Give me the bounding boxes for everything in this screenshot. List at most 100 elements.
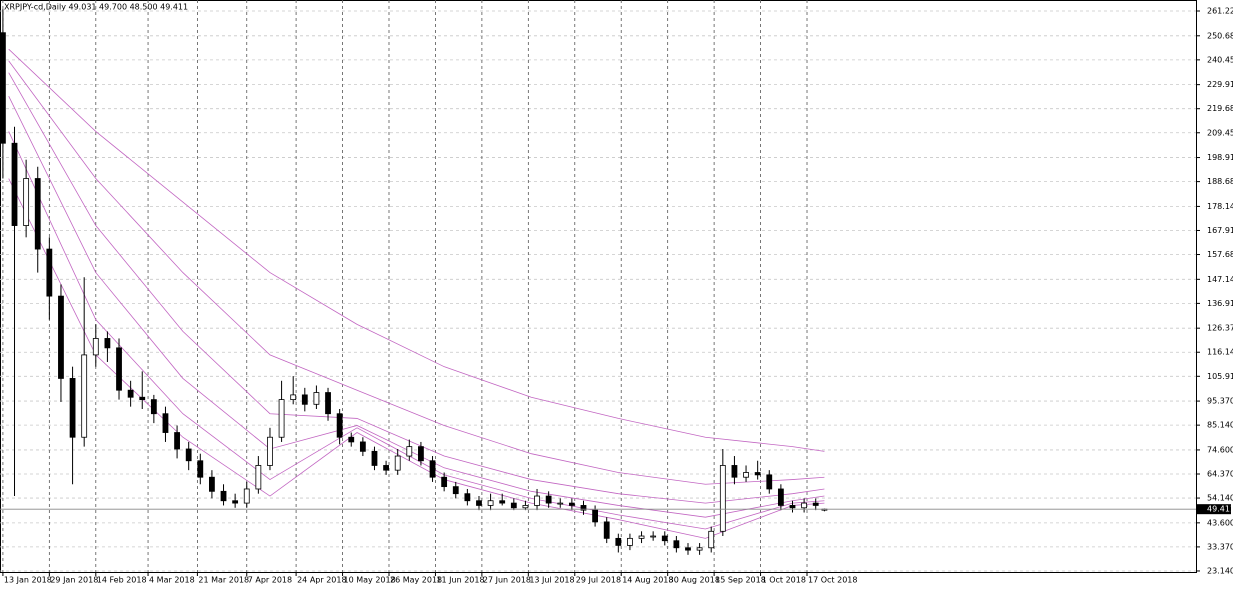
- candle-body: [139, 396, 146, 401]
- candle-body: [243, 488, 250, 504]
- candle-body: [174, 432, 180, 450]
- x-tick-label: 13 Jul 2018: [529, 576, 574, 585]
- candle-body: [162, 413, 169, 433]
- x-tick-label: 7 Apr 2018: [248, 576, 292, 585]
- y-tick-label: 23.140: [1207, 566, 1233, 575]
- x-tick-label: 29 Jan 2018: [50, 576, 98, 585]
- candle-body: [23, 178, 30, 226]
- candle-body: [150, 399, 157, 415]
- candle-body: [801, 502, 808, 509]
- x-tick-label: 14 Aug 2018: [622, 576, 673, 585]
- candle-body: [441, 476, 448, 488]
- candle-body: [359, 441, 366, 452]
- candle-body: [301, 394, 308, 405]
- y-tick-label: 116.140: [1207, 348, 1233, 357]
- candle-body: [568, 502, 575, 506]
- y-tick-label: 147.140: [1207, 275, 1233, 284]
- candle-body: [592, 509, 598, 523]
- last-price-label: 49.411: [1207, 505, 1233, 514]
- candle-body: [696, 547, 703, 551]
- y-tick-label: 167.910: [1207, 226, 1233, 235]
- candle-body: [557, 502, 564, 505]
- x-tick-label: 15 Sep 2018: [715, 576, 766, 585]
- plot-frame: [0, 0, 1197, 573]
- candle-body: [638, 535, 645, 539]
- y-tick-label: 250.680: [1207, 31, 1233, 40]
- candle-body: [522, 505, 529, 509]
- y-tick-label: 74.600: [1207, 445, 1233, 454]
- candle-body: [11, 142, 18, 226]
- candle-body: [348, 436, 355, 443]
- x-tick-label: 29 Jul 2018: [576, 576, 621, 585]
- candle-body: [708, 530, 715, 549]
- candle-body: [116, 347, 122, 391]
- candle-body: [673, 540, 680, 549]
- candle-body: [487, 500, 494, 506]
- x-tick-label: 26 May 2018: [390, 576, 442, 585]
- x-tick-label: 27 Jun 2018: [483, 576, 531, 585]
- candle-body: [46, 248, 53, 297]
- candle-body: [104, 338, 111, 349]
- candle-body: [406, 446, 413, 457]
- candle-body: [429, 460, 436, 478]
- candle-body: [267, 436, 273, 466]
- candle-body: [789, 505, 796, 509]
- candle-body: [290, 394, 297, 401]
- y-tick-label: 219.680: [1207, 104, 1233, 113]
- candle-body: [394, 455, 401, 471]
- candle-body: [719, 465, 726, 532]
- candle-body: [545, 495, 552, 504]
- candle-body: [197, 460, 204, 478]
- candle-body: [534, 495, 540, 506]
- candle-body: [615, 537, 622, 546]
- candle-body: [255, 465, 262, 490]
- candle-body: [69, 378, 76, 438]
- moving-average: [8, 48, 825, 452]
- candle-body: [685, 547, 691, 551]
- candle-body: [464, 493, 471, 502]
- candle-body: [81, 354, 88, 438]
- x-tick-label: 21 Mar 2018: [198, 576, 249, 585]
- candle-body: [220, 490, 227, 502]
- y-tick-label: 178.140: [1207, 202, 1233, 211]
- y-tick-label: 95.370: [1207, 397, 1233, 406]
- y-tick-label: 157.680: [1207, 250, 1233, 259]
- x-tick-label: 1 Oct 2018: [762, 576, 806, 585]
- candle-body: [336, 413, 343, 438]
- y-tick-label: 198.910: [1207, 153, 1233, 162]
- y-tick-label: 188.680: [1207, 177, 1233, 186]
- x-tick-label: 4 Mar 2018: [149, 576, 195, 585]
- candle-body: [0, 32, 6, 144]
- y-tick-label: 43.600: [1207, 518, 1233, 527]
- moving-average: [8, 72, 825, 504]
- candle-body: [209, 476, 215, 492]
- candle-body: [661, 535, 668, 542]
- y-tick-label: 229.910: [1207, 80, 1233, 89]
- candle-body: [777, 488, 784, 506]
- candle-body: [499, 500, 506, 504]
- y-tick-label: 261.220: [1207, 7, 1233, 16]
- x-tick-label: 10 May 2018: [344, 576, 396, 585]
- candle-body: [325, 392, 331, 415]
- y-tick-label: 33.370: [1207, 542, 1233, 551]
- x-tick-label: 17 Oct 2018: [808, 576, 857, 585]
- y-tick-label: 126.370: [1207, 324, 1233, 333]
- last-price-tag: [1197, 504, 1231, 515]
- y-tick-label: 64.370: [1207, 469, 1233, 478]
- y-tick-label: 209.450: [1207, 128, 1233, 137]
- candle-body: [127, 389, 134, 398]
- candle-body: [650, 535, 657, 538]
- candle-body: [743, 472, 749, 478]
- candle-body: [603, 521, 610, 539]
- moving-average: [8, 96, 825, 518]
- candle-body: [766, 474, 773, 490]
- x-tick-label: 24 Apr 2018: [297, 576, 346, 585]
- candle-body: [476, 500, 482, 506]
- candle-body: [452, 486, 459, 495]
- candle-body: [754, 472, 761, 476]
- y-tick-label: 136.910: [1207, 299, 1233, 308]
- x-tick-label: 11 Jun 2018: [436, 576, 484, 585]
- candle-body: [278, 399, 285, 438]
- y-tick-label: 85.140: [1207, 421, 1233, 430]
